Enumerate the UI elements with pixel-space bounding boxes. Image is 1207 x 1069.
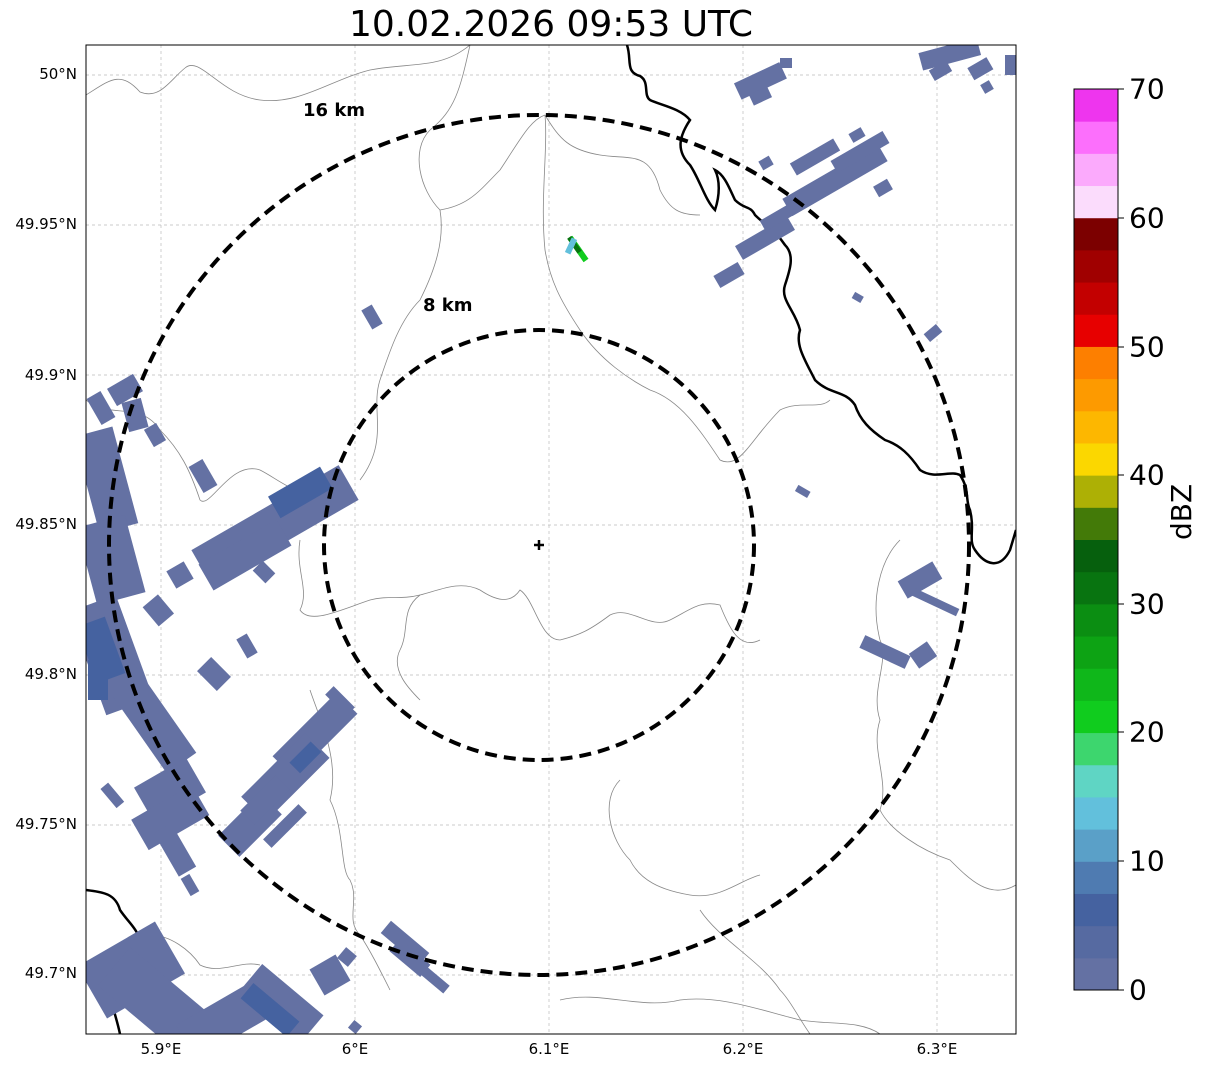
echo-cell-north: [564, 235, 589, 263]
colorbar-block: [1074, 539, 1118, 573]
colorbar-block: [1074, 378, 1118, 412]
echo-cluster-east: [859, 561, 960, 669]
colorbar-tick-40: 40: [1129, 458, 1165, 492]
colorbar-block: [1074, 153, 1118, 187]
colorbar-block: [1074, 217, 1118, 251]
lat-label-49-7: 49.7°N: [24, 964, 77, 982]
colorbar-block: [1074, 571, 1118, 605]
ring-8km: [322, 328, 756, 762]
lat-label-49-75: 49.75°N: [15, 815, 77, 833]
colorbar-block: [1074, 700, 1118, 734]
colorbar-tick-0: 0: [1129, 973, 1147, 1007]
colorbar-block: [1074, 475, 1118, 508]
radar-center-marker: [534, 540, 544, 550]
lat-label-50: 50°N: [39, 65, 77, 83]
colorbar-block: [1074, 893, 1118, 927]
admin-boundaries: [86, 45, 1016, 1034]
colorbar-block: [1074, 314, 1118, 347]
colorbar-block: [1074, 668, 1118, 701]
ring-label-16km: 16 km: [303, 100, 366, 121]
echo-cluster-northeast: [361, 45, 1016, 498]
colorbar-tick-70: 70: [1129, 72, 1165, 106]
map-title: 10.02.2026 09:53 UTC: [348, 4, 754, 45]
colorbar-tick-30: 30: [1129, 587, 1165, 621]
colorbar-tick-50: 50: [1129, 330, 1165, 364]
colorbar-block: [1074, 185, 1118, 219]
colorbar-block: [1074, 636, 1118, 669]
echo-cluster-west-dark: [86, 466, 333, 1034]
colorbar-block: [1074, 89, 1118, 122]
lat-label-49-9: 49.9°N: [24, 366, 77, 384]
colorbar-block: [1074, 121, 1118, 154]
colorbar-tick-10: 10: [1129, 844, 1165, 878]
colorbar-block: [1074, 249, 1118, 283]
colorbar-tick-20: 20: [1129, 715, 1165, 749]
map-frame: [85, 44, 1017, 1035]
colorbar-block: [1074, 764, 1118, 798]
colorbar-block: [1074, 346, 1118, 380]
lat-label-49-8: 49.8°N: [24, 665, 77, 683]
colorbar-block: [1074, 732, 1118, 766]
ring-16km: [107, 113, 971, 977]
colorbar-block: [1074, 410, 1118, 444]
colorbar-block: [1074, 282, 1118, 315]
colorbar: [1074, 89, 1118, 991]
colorbar-block: [1074, 925, 1118, 959]
colorbar-block: [1074, 507, 1118, 540]
lon-label-6-1: 6.1°E: [528, 1040, 570, 1058]
lon-label-6: 6°E: [341, 1040, 369, 1058]
lon-label-5-9: 5.9°E: [140, 1040, 182, 1058]
colorbar-block: [1074, 796, 1118, 830]
radar-echoes: [86, 45, 1016, 1034]
gridlines: [86, 45, 1016, 1034]
colorbar-block: [1074, 957, 1118, 991]
lon-label-6-3: 6.3°E: [916, 1040, 958, 1058]
colorbar-tick-60: 60: [1129, 201, 1165, 235]
lat-label-49-95: 49.95°N: [15, 215, 77, 233]
lon-label-6-2: 6.2°E: [722, 1040, 764, 1058]
colorbar-label: dBZ: [1165, 483, 1198, 540]
range-rings: [107, 113, 971, 977]
colorbar-block: [1074, 829, 1118, 862]
colorbar-block: [1074, 861, 1118, 894]
colorbar-block: [1074, 442, 1118, 476]
ring-label-8km: 8 km: [423, 295, 473, 316]
colorbar-ticks: [1118, 88, 1124, 991]
colorbar-block: [1074, 603, 1118, 637]
lat-label-49-85: 49.85°N: [15, 515, 77, 533]
colorbar-frame: [1073, 88, 1119, 991]
